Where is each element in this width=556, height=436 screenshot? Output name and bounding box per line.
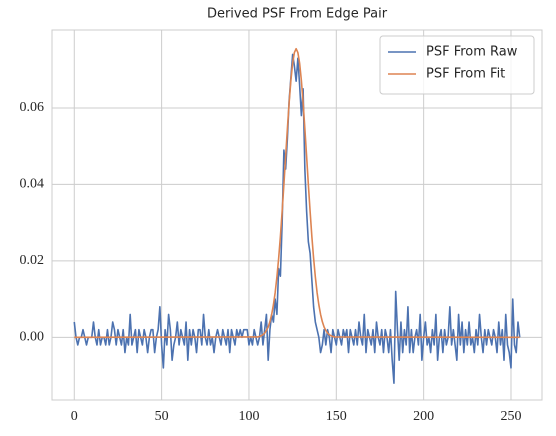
y-tick-label: 0.06 bbox=[20, 100, 45, 115]
y-tick-label: 0.00 bbox=[20, 330, 45, 345]
x-tick-label: 100 bbox=[238, 409, 259, 424]
legend-label: PSF From Raw bbox=[426, 45, 518, 60]
line-series bbox=[74, 47, 520, 339]
chart-title: Derived PSF From Edge Pair bbox=[207, 7, 388, 22]
y-tick-label: 0.02 bbox=[20, 253, 45, 268]
x-tick-label: 50 bbox=[155, 409, 169, 424]
legend-box bbox=[379, 35, 535, 95]
x-tick-label: 150 bbox=[326, 409, 347, 424]
legend-label: PSF From Fit bbox=[426, 67, 505, 82]
x-tick-label: 0 bbox=[71, 409, 78, 424]
x-tick-label: 250 bbox=[500, 409, 521, 424]
y-tick-label: 0.04 bbox=[20, 177, 45, 192]
x-tick-label: 200 bbox=[413, 409, 434, 424]
